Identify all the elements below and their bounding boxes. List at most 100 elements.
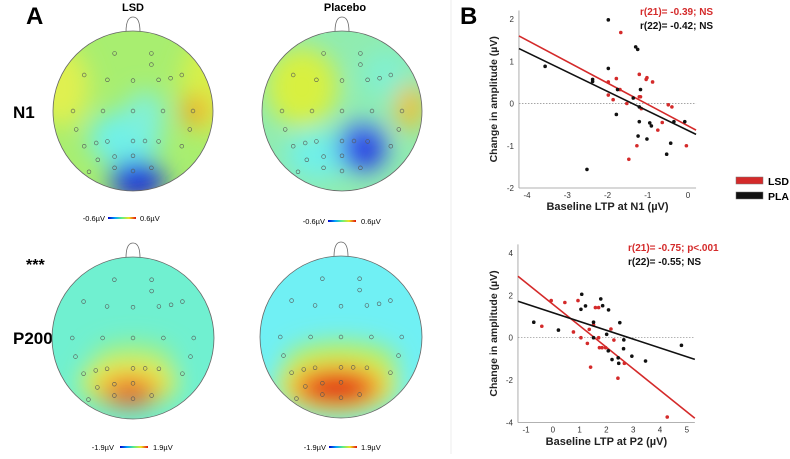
data-point bbox=[531, 320, 536, 325]
data-point bbox=[600, 303, 605, 308]
column-label-placebo: Placebo bbox=[324, 2, 366, 14]
electrode-marker bbox=[320, 380, 325, 386]
electrode-marker bbox=[70, 108, 76, 114]
topomap-blob bbox=[266, 47, 338, 127]
x-tick-label: 0 bbox=[551, 426, 556, 435]
topomap-blob bbox=[53, 47, 89, 127]
electrode-marker bbox=[365, 139, 370, 144]
electrode-marker bbox=[338, 395, 344, 400]
data-point bbox=[612, 338, 616, 342]
data-point bbox=[585, 341, 590, 346]
electrode-marker bbox=[388, 298, 393, 303]
data-point bbox=[583, 304, 588, 308]
electrode-marker bbox=[93, 368, 98, 373]
x-tick-label: -3 bbox=[564, 191, 572, 200]
electrode-marker bbox=[294, 396, 299, 401]
data-point bbox=[633, 45, 638, 49]
topomap-blob bbox=[308, 375, 366, 404]
electrode-marker bbox=[289, 298, 294, 303]
data-point bbox=[543, 64, 547, 69]
colorbar-max: 0.6µV bbox=[361, 217, 381, 226]
fit-line-pla bbox=[517, 300, 696, 361]
data-point bbox=[616, 376, 620, 380]
data-point bbox=[670, 105, 674, 109]
series-pla bbox=[518, 18, 697, 172]
electrode-marker bbox=[357, 392, 362, 397]
data-point bbox=[618, 30, 623, 35]
electrode-marker bbox=[350, 365, 356, 370]
electrode-marker bbox=[291, 144, 296, 149]
nose-icon bbox=[125, 16, 141, 33]
electrode-marker bbox=[289, 370, 294, 375]
electrode-marker bbox=[93, 140, 99, 146]
data-point bbox=[649, 124, 654, 128]
electrode-marker bbox=[149, 277, 154, 282]
electrode-marker bbox=[399, 334, 404, 340]
electrode-marker bbox=[312, 303, 318, 308]
data-point bbox=[609, 327, 613, 331]
electrode-marker bbox=[301, 367, 306, 372]
series-lsd bbox=[518, 30, 697, 162]
data-point bbox=[579, 292, 584, 297]
electrode-marker bbox=[104, 366, 110, 371]
data-point bbox=[616, 356, 620, 360]
series-lsd bbox=[517, 275, 696, 419]
electrode-marker bbox=[73, 354, 78, 359]
data-point bbox=[643, 359, 648, 363]
colorbar-max: 1.9µV bbox=[153, 443, 173, 452]
electrode-marker bbox=[357, 287, 362, 293]
electrode-marker bbox=[156, 366, 162, 371]
electrode-marker bbox=[320, 276, 325, 281]
electrode-marker bbox=[180, 299, 185, 304]
colorbar-gradient bbox=[108, 217, 136, 219]
electrode-marker bbox=[339, 78, 345, 83]
row-label-p200: P200 bbox=[13, 329, 53, 348]
colorbar-min: -1.9µV bbox=[304, 443, 326, 452]
x-axis-title: Baseline LTP at N1 (µV) bbox=[546, 201, 668, 213]
data-point bbox=[684, 143, 689, 148]
colorbar-gradient bbox=[328, 220, 356, 222]
significance-marker: *** bbox=[26, 257, 45, 274]
electrode-marker bbox=[81, 144, 87, 149]
electrode-marker bbox=[156, 139, 161, 144]
electrode-marker bbox=[130, 381, 136, 386]
electrode-marker bbox=[338, 304, 344, 309]
electrode-marker bbox=[314, 77, 319, 83]
topomap-blob bbox=[182, 95, 209, 127]
colorbar-p200-placebo: -1.9µV 1.9µV bbox=[304, 443, 381, 452]
electrode-marker bbox=[161, 335, 166, 341]
electrode-marker bbox=[309, 108, 315, 114]
topomap-blob bbox=[350, 135, 382, 167]
electrode-marker bbox=[321, 165, 326, 171]
electrode-marker bbox=[377, 75, 382, 81]
electrode-marker bbox=[168, 302, 174, 307]
data-point bbox=[540, 324, 544, 329]
nose-icon bbox=[125, 242, 141, 259]
y-tick-label: 2 bbox=[509, 291, 514, 300]
data-point bbox=[588, 365, 593, 369]
electrode-marker bbox=[149, 165, 154, 171]
data-point bbox=[598, 297, 603, 301]
electrode-marker bbox=[278, 334, 283, 340]
topomap-blob bbox=[125, 91, 165, 139]
topomap-heat bbox=[52, 257, 214, 419]
data-point bbox=[615, 87, 620, 92]
data-point bbox=[614, 76, 619, 81]
data-point bbox=[610, 357, 614, 362]
y-tick-label: 0 bbox=[509, 100, 514, 109]
data-point bbox=[597, 345, 602, 350]
electrode-marker bbox=[396, 353, 401, 358]
x-tick-label: -1 bbox=[644, 191, 652, 200]
head-outline bbox=[261, 30, 423, 192]
electrode-marker bbox=[130, 108, 136, 114]
electrode-marker bbox=[142, 138, 148, 144]
electrode-marker bbox=[130, 305, 136, 310]
electrode-marker bbox=[130, 153, 136, 159]
data-point bbox=[571, 330, 576, 334]
electrode-marker bbox=[81, 371, 86, 376]
electrode-marker bbox=[187, 127, 193, 132]
colorbar-n1-lsd: -0.6µV 0.6µV bbox=[83, 214, 160, 223]
electrode-marker bbox=[320, 392, 325, 397]
data-point bbox=[635, 47, 640, 52]
